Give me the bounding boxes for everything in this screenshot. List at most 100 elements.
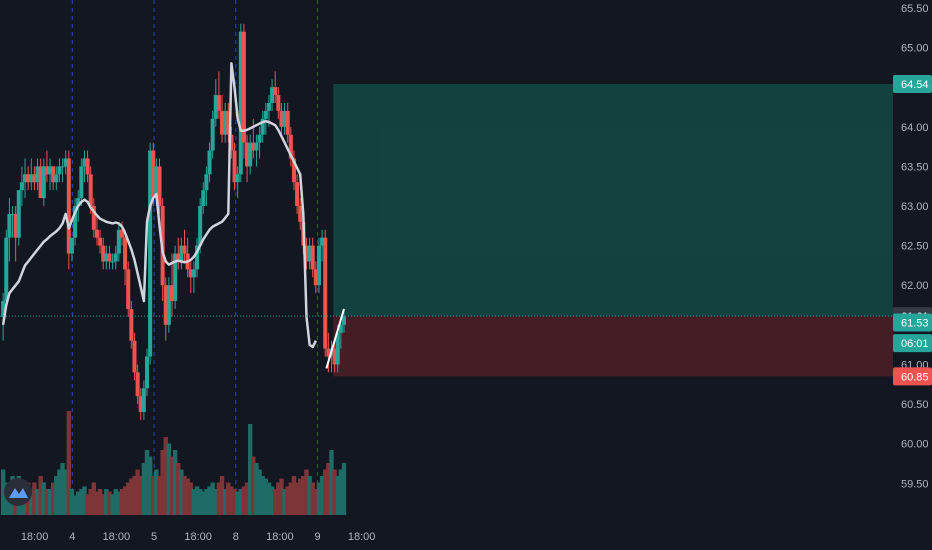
candle-body bbox=[201, 190, 206, 206]
stop-zone[interactable] bbox=[333, 316, 893, 377]
volume-bar bbox=[85, 494, 90, 515]
candle-body bbox=[4, 237, 9, 302]
candle-body bbox=[110, 261, 115, 263]
volume-bar bbox=[75, 491, 81, 515]
candle-body bbox=[276, 95, 281, 111]
time-tick-label: 18:00 bbox=[21, 531, 49, 543]
candle-body bbox=[94, 229, 99, 238]
volume-bar bbox=[251, 456, 256, 515]
candle-body bbox=[66, 158, 71, 254]
candle-body bbox=[148, 150, 153, 357]
price-tick-label: 63.50 bbox=[901, 161, 929, 173]
volume-bar bbox=[132, 476, 137, 515]
trend-line-segment[interactable] bbox=[325, 308, 345, 369]
candle-body bbox=[195, 245, 200, 270]
volume-bar bbox=[241, 486, 247, 515]
volume-bar bbox=[147, 456, 153, 515]
price-tick-label: 62.50 bbox=[901, 241, 929, 253]
candle-body bbox=[235, 174, 240, 183]
candle-body bbox=[188, 269, 193, 278]
volume-bar bbox=[47, 489, 53, 515]
moving-average bbox=[1, 62, 318, 349]
price-tick-label: 64.00 bbox=[901, 122, 929, 134]
candle-body bbox=[51, 166, 56, 183]
volume-bar bbox=[122, 486, 128, 515]
candle-body bbox=[257, 134, 262, 143]
candle-body bbox=[98, 237, 103, 246]
candle-body bbox=[316, 245, 321, 286]
volume-bar bbox=[29, 489, 34, 515]
candle-body bbox=[210, 118, 215, 151]
trend-line[interactable] bbox=[325, 308, 345, 369]
target-zone[interactable] bbox=[333, 83, 893, 317]
volume-bar bbox=[213, 489, 218, 515]
time-axis[interactable]: 18:00 4 18:00 5 18:00 8 18:00 9 18:00 bbox=[21, 531, 376, 543]
candle-body bbox=[223, 110, 228, 135]
volume-bar bbox=[88, 489, 93, 515]
volume-bar bbox=[276, 482, 281, 515]
volume-bar bbox=[329, 450, 334, 515]
candle-body bbox=[173, 253, 178, 302]
volume-bar bbox=[66, 411, 72, 515]
candle-body bbox=[182, 245, 187, 254]
candle-body bbox=[273, 87, 278, 96]
volume-bar bbox=[291, 476, 297, 515]
volume-bar bbox=[179, 469, 184, 515]
price-tag[interactable] bbox=[893, 334, 932, 353]
volume-bar bbox=[82, 486, 87, 515]
volume-bar bbox=[335, 476, 340, 515]
volume-bar bbox=[116, 491, 122, 515]
candle-body bbox=[226, 110, 231, 135]
tradingview-logo-icon[interactable] bbox=[4, 478, 32, 506]
candle-body bbox=[69, 237, 74, 254]
candle-body bbox=[238, 31, 243, 175]
volume-bar bbox=[341, 463, 347, 515]
volume-bar bbox=[338, 469, 344, 515]
candle-body bbox=[41, 166, 46, 199]
price-tick-label: 63.00 bbox=[901, 201, 929, 213]
candle-body bbox=[1, 301, 6, 317]
volume-bar bbox=[94, 491, 100, 515]
candle-body bbox=[126, 269, 131, 309]
candle-body bbox=[291, 158, 296, 183]
volume-bar bbox=[197, 489, 203, 515]
volume-bar bbox=[97, 489, 103, 515]
volume-bar bbox=[50, 482, 56, 515]
price-tag[interactable] bbox=[893, 367, 932, 386]
candle-body bbox=[248, 142, 253, 167]
candle-body bbox=[79, 166, 84, 199]
volume-bar bbox=[263, 478, 269, 515]
volume-bar bbox=[266, 482, 272, 515]
logo-circle[interactable] bbox=[4, 478, 32, 506]
position-zones[interactable] bbox=[333, 83, 893, 377]
volume-bar bbox=[35, 489, 40, 515]
volume-bar bbox=[219, 476, 225, 515]
price-tag[interactable] bbox=[893, 74, 932, 93]
candle-body bbox=[107, 253, 112, 262]
candle-body bbox=[282, 110, 287, 127]
candle-body bbox=[48, 166, 53, 175]
volume-bar bbox=[316, 482, 322, 515]
candle-body bbox=[132, 340, 137, 373]
candle-body bbox=[85, 158, 90, 175]
price-axis[interactable]: 65.5065.0064.5064.0063.5063.0062.5062.00… bbox=[893, 0, 932, 550]
volume-bar bbox=[194, 486, 200, 515]
candle-body bbox=[7, 213, 12, 238]
volume-bar bbox=[229, 486, 234, 515]
price-tag[interactable] bbox=[893, 313, 932, 332]
volume-bar bbox=[38, 476, 43, 515]
volume-bar bbox=[323, 469, 328, 515]
volume-bar bbox=[319, 476, 325, 515]
candle-body bbox=[144, 356, 150, 389]
candle-body bbox=[241, 31, 246, 143]
candle-body bbox=[157, 166, 162, 206]
volume-bar bbox=[69, 489, 75, 515]
time-tick-label: 4 bbox=[69, 531, 75, 543]
candle-body bbox=[91, 206, 96, 230]
volume-bar bbox=[60, 463, 65, 515]
volume-bar bbox=[0, 469, 6, 515]
candle-body bbox=[270, 87, 275, 103]
candle-body bbox=[298, 206, 303, 222]
volume-bar bbox=[79, 489, 84, 515]
